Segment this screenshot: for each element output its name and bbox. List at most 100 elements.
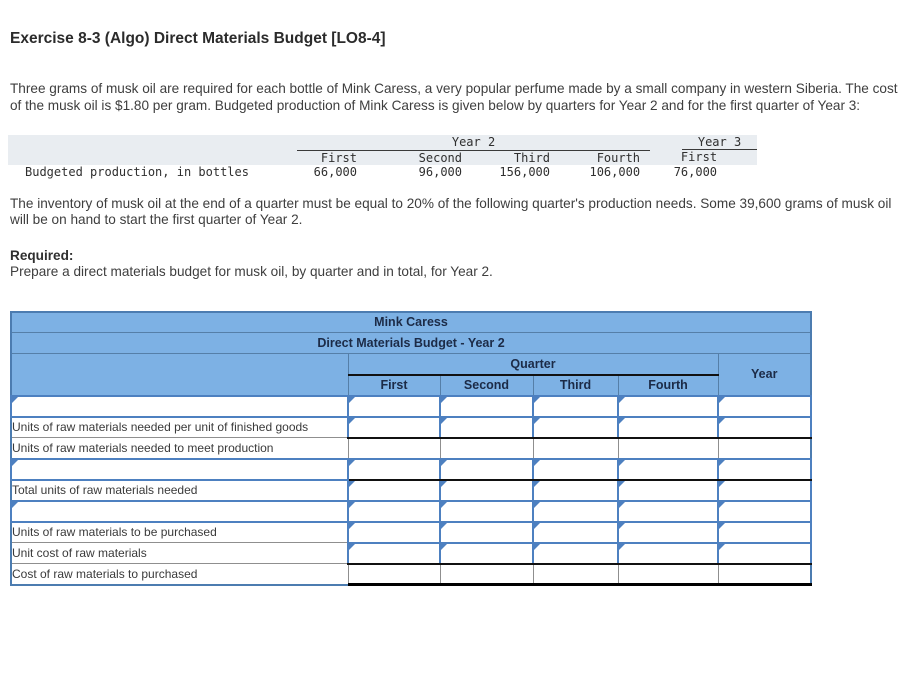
budget-row: Cost of raw materials to purchased	[10, 563, 812, 586]
budget-input-cell[interactable]	[717, 415, 812, 439]
required-label: Required:	[10, 247, 74, 263]
input-cell-marker-icon	[534, 543, 540, 550]
quarter-column-header: Second	[439, 374, 534, 396]
budget-input-cell[interactable]	[617, 415, 719, 439]
budget-input-cell[interactable]	[532, 520, 619, 544]
budget-input-cell[interactable]	[439, 541, 534, 565]
production-quarter-header-row: First Second Third Fourth First	[8, 150, 758, 165]
budget-input-cell[interactable]	[347, 415, 441, 439]
input-cell-marker-icon	[534, 522, 540, 529]
input-cell-marker-icon	[441, 480, 447, 487]
input-cell-marker-icon	[12, 501, 18, 508]
input-cell-marker-icon	[534, 480, 540, 487]
input-cell-marker-icon	[349, 459, 355, 466]
budget-input-cell[interactable]	[532, 541, 619, 565]
budget-input-cell[interactable]	[532, 499, 619, 523]
input-cell-marker-icon	[719, 396, 725, 403]
budget-input-cell[interactable]	[532, 478, 619, 502]
quarter-header: Fourth	[560, 150, 651, 165]
budget-input-cell[interactable]	[347, 394, 441, 418]
budget-row	[10, 499, 812, 523]
budget-input-cell[interactable]	[439, 394, 534, 418]
input-cell-marker-icon	[619, 396, 625, 403]
budget-input-cell[interactable]	[439, 478, 534, 502]
input-cell-marker-icon	[619, 543, 625, 550]
budget-calc-cell	[439, 437, 534, 459]
year3-header: Year 3	[682, 135, 758, 150]
budget-input-cell[interactable]	[439, 499, 534, 523]
input-cell-marker-icon	[349, 522, 355, 529]
budget-calc-cell	[717, 437, 812, 459]
input-cell-marker-icon	[534, 501, 540, 508]
row-label-input-cell[interactable]	[10, 499, 349, 523]
budget-input-cell[interactable]	[617, 541, 719, 565]
production-value: 96,000	[418, 165, 462, 179]
required-text: Prepare a direct materials budget for mu…	[10, 264, 493, 279]
worksheet-title-row: Mink Caress	[10, 311, 812, 333]
input-cell-marker-icon	[441, 417, 447, 424]
quarter-column-header: Fourth	[617, 374, 719, 396]
budget-input-cell[interactable]	[717, 499, 812, 523]
budget-input-cell[interactable]	[439, 520, 534, 544]
input-cell-marker-icon	[349, 501, 355, 508]
input-cell-marker-icon	[441, 501, 447, 508]
input-cell-marker-icon	[619, 417, 625, 424]
budget-row: Units of raw materials needed per unit o…	[10, 415, 812, 439]
budget-input-cell[interactable]	[347, 457, 441, 481]
input-cell-marker-icon	[349, 396, 355, 403]
budget-input-cell[interactable]	[717, 478, 812, 502]
input-cell-marker-icon	[441, 459, 447, 466]
quarter-header: Second	[367, 150, 472, 165]
page-title: Exercise 8-3 (Algo) Direct Materials Bud…	[10, 30, 386, 47]
budget-row	[10, 457, 812, 481]
row-label-cell: Units of raw materials needed per unit o…	[10, 416, 349, 438]
budget-row: Total units of raw materials needed	[10, 478, 812, 502]
input-cell-marker-icon	[619, 459, 625, 466]
budget-input-cell[interactable]	[347, 520, 441, 544]
quarter-header: First	[297, 150, 367, 165]
row-label-cell: Units of raw materials to be purchased	[10, 521, 349, 543]
budget-row: Units of raw materials to be purchased	[10, 520, 812, 544]
year2-header: Year 2	[297, 135, 651, 151]
input-cell-marker-icon	[349, 480, 355, 487]
budget-calc-cell	[532, 437, 619, 459]
budget-input-cell[interactable]	[347, 499, 441, 523]
row-label-cell: Units of raw materials needed to meet pr…	[10, 437, 349, 459]
quarter-group-header: Quarter	[347, 353, 719, 376]
budget-input-cell[interactable]	[717, 457, 812, 481]
budget-input-cell[interactable]	[617, 520, 719, 544]
budget-input-cell[interactable]	[717, 520, 812, 544]
budget-input-cell[interactable]	[532, 394, 619, 418]
budget-input-cell[interactable]	[347, 478, 441, 502]
production-table: Year 2 Year 3 First Second Third Fourth …	[8, 135, 758, 180]
budget-calc-cell	[439, 563, 534, 586]
budget-input-cell[interactable]	[347, 541, 441, 565]
budget-input-cell[interactable]	[617, 478, 719, 502]
budget-input-cell[interactable]	[717, 541, 812, 565]
input-cell-marker-icon	[12, 459, 18, 466]
budget-input-cell[interactable]	[717, 394, 812, 418]
intro-paragraph: Three grams of musk oil are required for…	[10, 81, 898, 113]
input-cell-marker-icon	[349, 543, 355, 550]
production-value: 106,000	[589, 165, 641, 179]
production-value: 156,000	[499, 165, 550, 179]
input-cell-marker-icon	[12, 396, 18, 403]
year-column-header: Year	[717, 353, 812, 396]
budget-input-cell[interactable]	[439, 415, 534, 439]
worksheet-title: Mink Caress	[10, 311, 812, 333]
budget-input-cell[interactable]	[617, 394, 719, 418]
budget-input-cell[interactable]	[532, 457, 619, 481]
budget-input-cell[interactable]	[532, 415, 619, 439]
budget-row: Units of raw materials needed to meet pr…	[10, 437, 812, 459]
budget-input-cell[interactable]	[617, 499, 719, 523]
budget-input-cell[interactable]	[439, 457, 534, 481]
row-label-input-cell[interactable]	[10, 457, 349, 481]
row-label-input-cell[interactable]	[10, 394, 349, 418]
quarter-column-header: First	[347, 374, 441, 396]
budget-input-cell[interactable]	[617, 457, 719, 481]
budget-row: Unit cost of raw materials	[10, 541, 812, 565]
input-cell-marker-icon	[719, 501, 725, 508]
production-values-row: Budgeted production, in bottles 66,000 9…	[8, 165, 757, 180]
row-label-cell: Total units of raw materials needed	[10, 479, 349, 501]
worksheet-subtitle-row: Direct Materials Budget - Year 2	[10, 332, 812, 354]
